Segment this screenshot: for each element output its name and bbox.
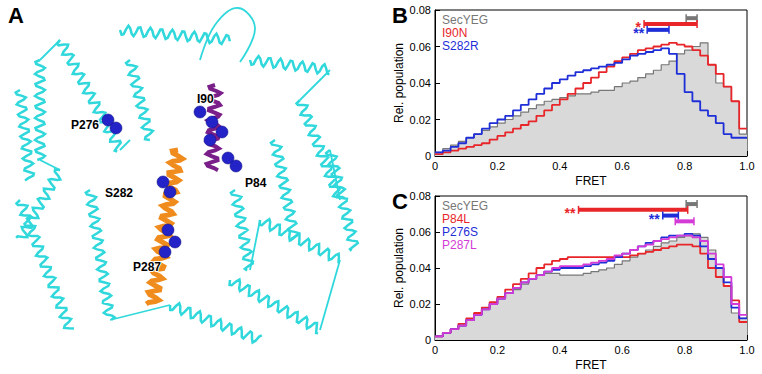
svg-text:0.06: 0.06 bbox=[410, 41, 431, 53]
svg-text:0.6: 0.6 bbox=[615, 344, 630, 356]
svg-text:A: A bbox=[8, 3, 24, 28]
svg-text:B: B bbox=[392, 3, 408, 28]
svg-text:0.4: 0.4 bbox=[552, 160, 567, 172]
svg-text:**: ** bbox=[633, 25, 644, 41]
svg-text:**: ** bbox=[565, 205, 576, 221]
svg-text:Rel. population: Rel. population bbox=[392, 228, 406, 308]
svg-text:0.04: 0.04 bbox=[410, 262, 431, 274]
svg-text:P276: P276 bbox=[71, 118, 99, 132]
svg-text:0: 0 bbox=[425, 150, 431, 162]
svg-text:P84L: P84L bbox=[442, 212, 470, 226]
svg-text:P276S: P276S bbox=[442, 225, 478, 239]
svg-text:**: ** bbox=[649, 211, 660, 227]
svg-text:0.02: 0.02 bbox=[410, 114, 431, 126]
svg-text:0.8: 0.8 bbox=[677, 344, 692, 356]
svg-text:0.02: 0.02 bbox=[410, 298, 431, 310]
svg-text:0.08: 0.08 bbox=[410, 190, 431, 202]
svg-text:SecYEG: SecYEG bbox=[442, 13, 488, 27]
svg-text:1.0: 1.0 bbox=[739, 344, 754, 356]
svg-text:C: C bbox=[392, 189, 408, 214]
svg-text:P287L: P287L bbox=[442, 238, 477, 252]
svg-text:P84: P84 bbox=[245, 176, 267, 190]
svg-text:P287: P287 bbox=[133, 260, 161, 274]
svg-text:0.08: 0.08 bbox=[410, 4, 431, 16]
svg-text:S282R: S282R bbox=[442, 39, 479, 53]
svg-text:I90N: I90N bbox=[442, 26, 467, 40]
svg-text:0: 0 bbox=[425, 334, 431, 346]
svg-text:S282: S282 bbox=[105, 186, 133, 200]
svg-text:0.2: 0.2 bbox=[490, 344, 505, 356]
svg-text:0.6: 0.6 bbox=[615, 160, 630, 172]
svg-text:0.8: 0.8 bbox=[677, 160, 692, 172]
svg-text:I90: I90 bbox=[197, 92, 214, 106]
svg-text:FRET: FRET bbox=[575, 174, 607, 188]
svg-text:SecYEG: SecYEG bbox=[442, 199, 488, 213]
svg-text:0: 0 bbox=[432, 344, 438, 356]
svg-text:0.2: 0.2 bbox=[490, 160, 505, 172]
svg-text:Rel. population: Rel. population bbox=[392, 43, 406, 123]
svg-text:1.0: 1.0 bbox=[739, 160, 754, 172]
svg-text:0.06: 0.06 bbox=[410, 226, 431, 238]
svg-text:FRET: FRET bbox=[575, 358, 607, 372]
svg-text:0: 0 bbox=[432, 160, 438, 172]
svg-text:0.4: 0.4 bbox=[552, 344, 567, 356]
svg-text:0.04: 0.04 bbox=[410, 77, 431, 89]
